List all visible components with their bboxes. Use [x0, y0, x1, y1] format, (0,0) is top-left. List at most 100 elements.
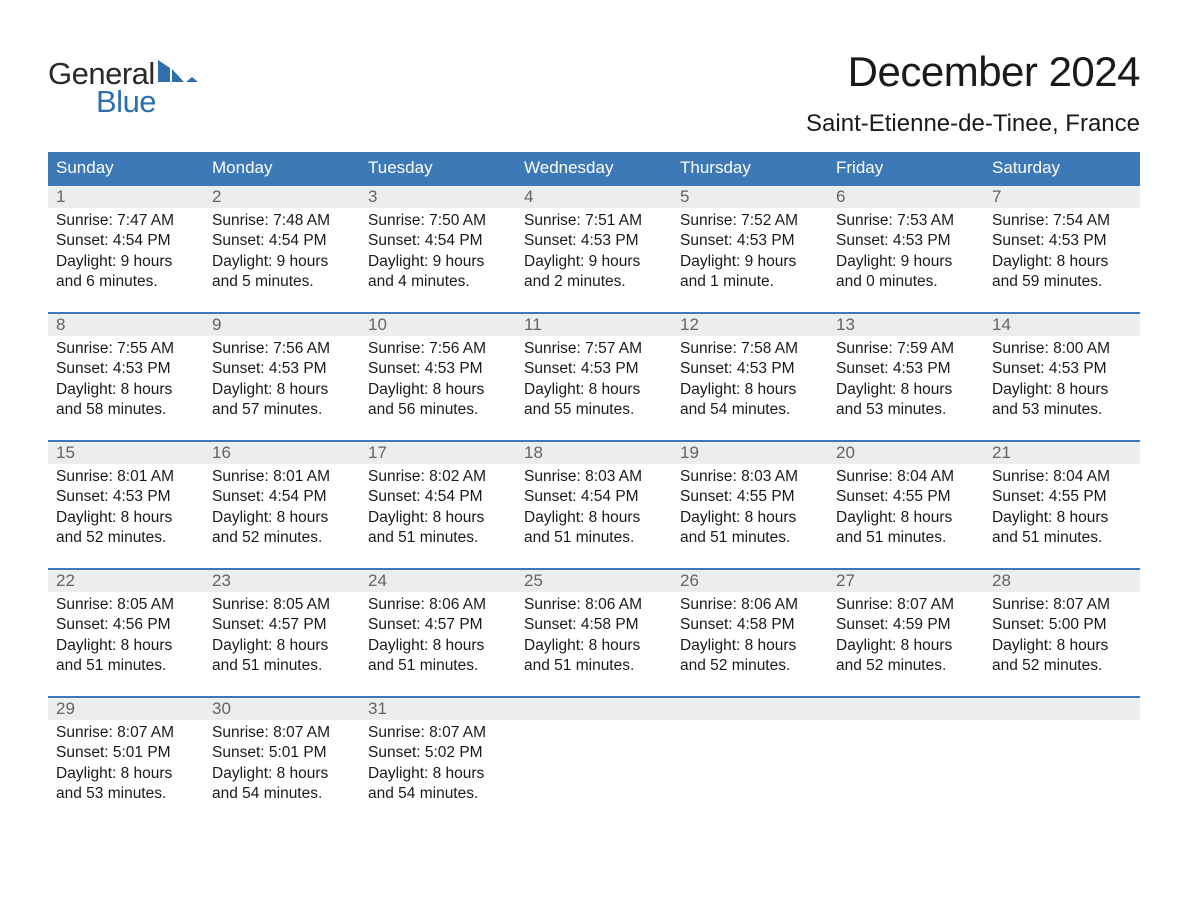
- day-details: Sunrise: 7:58 AM Sunset: 4:53 PM Dayligh…: [672, 336, 828, 440]
- day-number: [984, 698, 1140, 720]
- details-row: Sunrise: 7:55 AM Sunset: 4:53 PM Dayligh…: [48, 336, 1140, 440]
- daylight-line2: and 53 minutes.: [836, 400, 976, 420]
- day-number: 8: [48, 314, 204, 336]
- sunrise-line: Sunrise: 7:53 AM: [836, 211, 976, 231]
- daynum-row: 1 2 3 4 5 6 7: [48, 186, 1140, 208]
- daylight-line2: and 6 minutes.: [56, 272, 196, 292]
- daylight-line1: Daylight: 9 hours: [524, 252, 664, 272]
- sunset-line: Sunset: 4:57 PM: [212, 615, 352, 635]
- sunrise-line: Sunrise: 8:06 AM: [368, 595, 508, 615]
- daylight-line1: Daylight: 8 hours: [992, 636, 1132, 656]
- sunrise-line: Sunrise: 7:54 AM: [992, 211, 1132, 231]
- day-number: 9: [204, 314, 360, 336]
- daylight-line2: and 55 minutes.: [524, 400, 664, 420]
- sunset-line: Sunset: 4:53 PM: [212, 359, 352, 379]
- sunrise-line: Sunrise: 8:04 AM: [992, 467, 1132, 487]
- sunrise-line: Sunrise: 7:51 AM: [524, 211, 664, 231]
- sunset-line: Sunset: 4:54 PM: [524, 487, 664, 507]
- day-details: [984, 720, 1140, 824]
- day-number: 16: [204, 442, 360, 464]
- daylight-line2: and 5 minutes.: [212, 272, 352, 292]
- day-header-wednesday: Wednesday: [516, 152, 672, 184]
- daylight-line1: Daylight: 8 hours: [56, 636, 196, 656]
- daylight-line1: Daylight: 8 hours: [836, 636, 976, 656]
- sunset-line: Sunset: 4:53 PM: [992, 231, 1132, 251]
- day-number: 26: [672, 570, 828, 592]
- day-details: Sunrise: 8:07 AM Sunset: 4:59 PM Dayligh…: [828, 592, 984, 696]
- sunrise-line: Sunrise: 8:07 AM: [56, 723, 196, 743]
- sunrise-line: Sunrise: 8:06 AM: [680, 595, 820, 615]
- day-number: 14: [984, 314, 1140, 336]
- daylight-line1: Daylight: 8 hours: [212, 508, 352, 528]
- daylight-line1: Daylight: 9 hours: [56, 252, 196, 272]
- day-details: Sunrise: 7:47 AM Sunset: 4:54 PM Dayligh…: [48, 208, 204, 312]
- sunrise-line: Sunrise: 8:00 AM: [992, 339, 1132, 359]
- day-number: 11: [516, 314, 672, 336]
- day-details: Sunrise: 8:06 AM Sunset: 4:58 PM Dayligh…: [672, 592, 828, 696]
- sunset-line: Sunset: 4:53 PM: [56, 359, 196, 379]
- logo-word-blue: Blue: [96, 84, 200, 120]
- sunrise-line: Sunrise: 8:02 AM: [368, 467, 508, 487]
- sunset-line: Sunset: 5:01 PM: [56, 743, 196, 763]
- daylight-line2: and 2 minutes.: [524, 272, 664, 292]
- sunrise-line: Sunrise: 7:58 AM: [680, 339, 820, 359]
- sunrise-line: Sunrise: 8:07 AM: [212, 723, 352, 743]
- daylight-line2: and 0 minutes.: [836, 272, 976, 292]
- daylight-line2: and 51 minutes.: [992, 528, 1132, 548]
- daylight-line1: Daylight: 8 hours: [56, 764, 196, 784]
- day-number: 12: [672, 314, 828, 336]
- daylight-line2: and 51 minutes.: [368, 528, 508, 548]
- sunrise-line: Sunrise: 8:01 AM: [212, 467, 352, 487]
- daylight-line2: and 1 minute.: [680, 272, 820, 292]
- day-number: 21: [984, 442, 1140, 464]
- sunrise-line: Sunrise: 7:47 AM: [56, 211, 196, 231]
- daylight-line1: Daylight: 8 hours: [368, 764, 508, 784]
- sunset-line: Sunset: 5:01 PM: [212, 743, 352, 763]
- day-number: 27: [828, 570, 984, 592]
- sunset-line: Sunset: 4:53 PM: [524, 359, 664, 379]
- daylight-line1: Daylight: 8 hours: [524, 380, 664, 400]
- sunset-line: Sunset: 4:53 PM: [56, 487, 196, 507]
- day-header-row: Sunday Monday Tuesday Wednesday Thursday…: [48, 152, 1140, 184]
- day-number: 4: [516, 186, 672, 208]
- week-row: 29 30 31 Sunrise: 8:07 AM Sunset: 5:01 P…: [48, 696, 1140, 824]
- daylight-line1: Daylight: 8 hours: [368, 636, 508, 656]
- daylight-line1: Daylight: 8 hours: [56, 508, 196, 528]
- day-number: 28: [984, 570, 1140, 592]
- week-row: 1 2 3 4 5 6 7 Sunrise: 7:47 AM Sunset: 4…: [48, 184, 1140, 312]
- sunrise-line: Sunrise: 7:52 AM: [680, 211, 820, 231]
- day-number: 3: [360, 186, 516, 208]
- daylight-line1: Daylight: 8 hours: [992, 380, 1132, 400]
- day-number: 1: [48, 186, 204, 208]
- daylight-line2: and 52 minutes.: [212, 528, 352, 548]
- daylight-line2: and 51 minutes.: [56, 656, 196, 676]
- day-number: 29: [48, 698, 204, 720]
- day-header-tuesday: Tuesday: [360, 152, 516, 184]
- day-details: [672, 720, 828, 824]
- daynum-row: 22 23 24 25 26 27 28: [48, 570, 1140, 592]
- day-number: 2: [204, 186, 360, 208]
- day-details: Sunrise: 7:59 AM Sunset: 4:53 PM Dayligh…: [828, 336, 984, 440]
- sunset-line: Sunset: 4:54 PM: [212, 487, 352, 507]
- day-number: 15: [48, 442, 204, 464]
- sunset-line: Sunset: 4:54 PM: [368, 487, 508, 507]
- week-row: 8 9 10 11 12 13 14 Sunrise: 7:55 AM Suns…: [48, 312, 1140, 440]
- day-details: Sunrise: 7:48 AM Sunset: 4:54 PM Dayligh…: [204, 208, 360, 312]
- sunrise-line: Sunrise: 7:56 AM: [212, 339, 352, 359]
- daylight-line1: Daylight: 8 hours: [212, 764, 352, 784]
- daylight-line2: and 53 minutes.: [992, 400, 1132, 420]
- sunset-line: Sunset: 4:53 PM: [680, 359, 820, 379]
- sunset-line: Sunset: 5:00 PM: [992, 615, 1132, 635]
- sunset-line: Sunset: 4:53 PM: [524, 231, 664, 251]
- day-details: Sunrise: 8:02 AM Sunset: 4:54 PM Dayligh…: [360, 464, 516, 568]
- day-details: Sunrise: 7:56 AM Sunset: 4:53 PM Dayligh…: [204, 336, 360, 440]
- day-number: 18: [516, 442, 672, 464]
- sunrise-line: Sunrise: 8:07 AM: [992, 595, 1132, 615]
- daylight-line2: and 51 minutes.: [524, 528, 664, 548]
- day-number: [672, 698, 828, 720]
- details-row: Sunrise: 8:05 AM Sunset: 4:56 PM Dayligh…: [48, 592, 1140, 696]
- sunrise-line: Sunrise: 7:59 AM: [836, 339, 976, 359]
- daylight-line2: and 58 minutes.: [56, 400, 196, 420]
- sunset-line: Sunset: 4:53 PM: [680, 231, 820, 251]
- day-header-thursday: Thursday: [672, 152, 828, 184]
